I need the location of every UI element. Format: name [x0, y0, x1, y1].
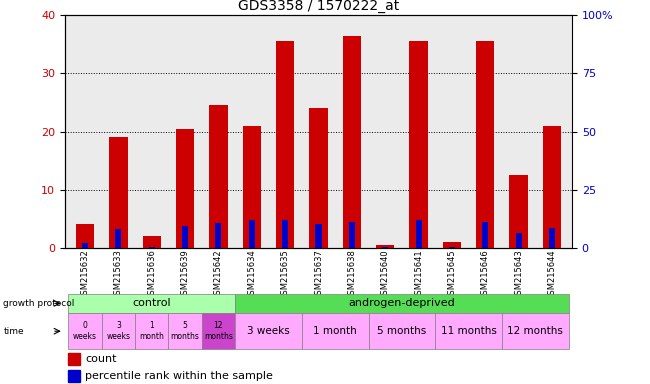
Bar	[235, 294, 569, 313]
Text: androgen-deprived: androgen-deprived	[348, 298, 455, 308]
Text: time: time	[3, 327, 24, 336]
Bar	[343, 36, 361, 248]
Bar	[182, 226, 188, 248]
Bar	[510, 175, 528, 248]
Bar	[276, 41, 294, 248]
Bar	[215, 223, 222, 248]
Text: 1
month: 1 month	[139, 321, 164, 341]
Text: 11 months: 11 months	[441, 326, 497, 336]
Bar	[282, 220, 288, 248]
Bar	[82, 243, 88, 248]
Bar	[476, 41, 495, 248]
Bar	[549, 228, 555, 248]
Bar	[482, 222, 488, 248]
Text: growth protocol: growth protocol	[3, 299, 75, 308]
Title: GDS3358 / 1570222_at: GDS3358 / 1570222_at	[238, 0, 399, 13]
Text: 3 weeks: 3 weeks	[247, 326, 290, 336]
Bar	[515, 233, 522, 248]
Text: 5 months: 5 months	[377, 326, 426, 336]
Bar	[410, 41, 428, 248]
Bar	[302, 313, 369, 349]
Bar	[109, 137, 127, 248]
Bar	[135, 313, 168, 349]
Bar	[68, 370, 80, 382]
Text: 1 month: 1 month	[313, 326, 357, 336]
Bar	[502, 313, 569, 349]
Text: 12
months: 12 months	[204, 321, 233, 341]
Bar	[176, 129, 194, 248]
Bar	[68, 313, 101, 349]
Text: percentile rank within the sample: percentile rank within the sample	[85, 371, 273, 381]
Bar	[543, 126, 561, 248]
Bar	[309, 108, 328, 248]
Bar	[242, 126, 261, 248]
Bar	[209, 105, 228, 248]
Bar	[149, 247, 155, 248]
Bar	[382, 247, 388, 248]
Bar	[349, 222, 355, 248]
Bar	[376, 245, 395, 248]
Text: 3
weeks: 3 weeks	[107, 321, 131, 341]
Bar	[68, 353, 80, 365]
Bar	[449, 247, 455, 248]
Text: 0
weeks: 0 weeks	[73, 321, 97, 341]
Bar	[142, 236, 161, 248]
Bar	[443, 242, 461, 248]
Bar	[235, 313, 302, 349]
Bar	[249, 220, 255, 248]
Bar	[315, 224, 322, 248]
Bar	[101, 313, 135, 349]
Bar	[76, 224, 94, 248]
Text: count: count	[85, 354, 117, 364]
Bar	[436, 313, 502, 349]
Bar	[168, 313, 202, 349]
Bar	[68, 294, 235, 313]
Bar	[202, 313, 235, 349]
Bar	[415, 220, 422, 248]
Bar	[369, 313, 436, 349]
Text: control: control	[133, 298, 171, 308]
Bar	[115, 229, 122, 248]
Text: 5
months: 5 months	[171, 321, 200, 341]
Text: 12 months: 12 months	[508, 326, 564, 336]
